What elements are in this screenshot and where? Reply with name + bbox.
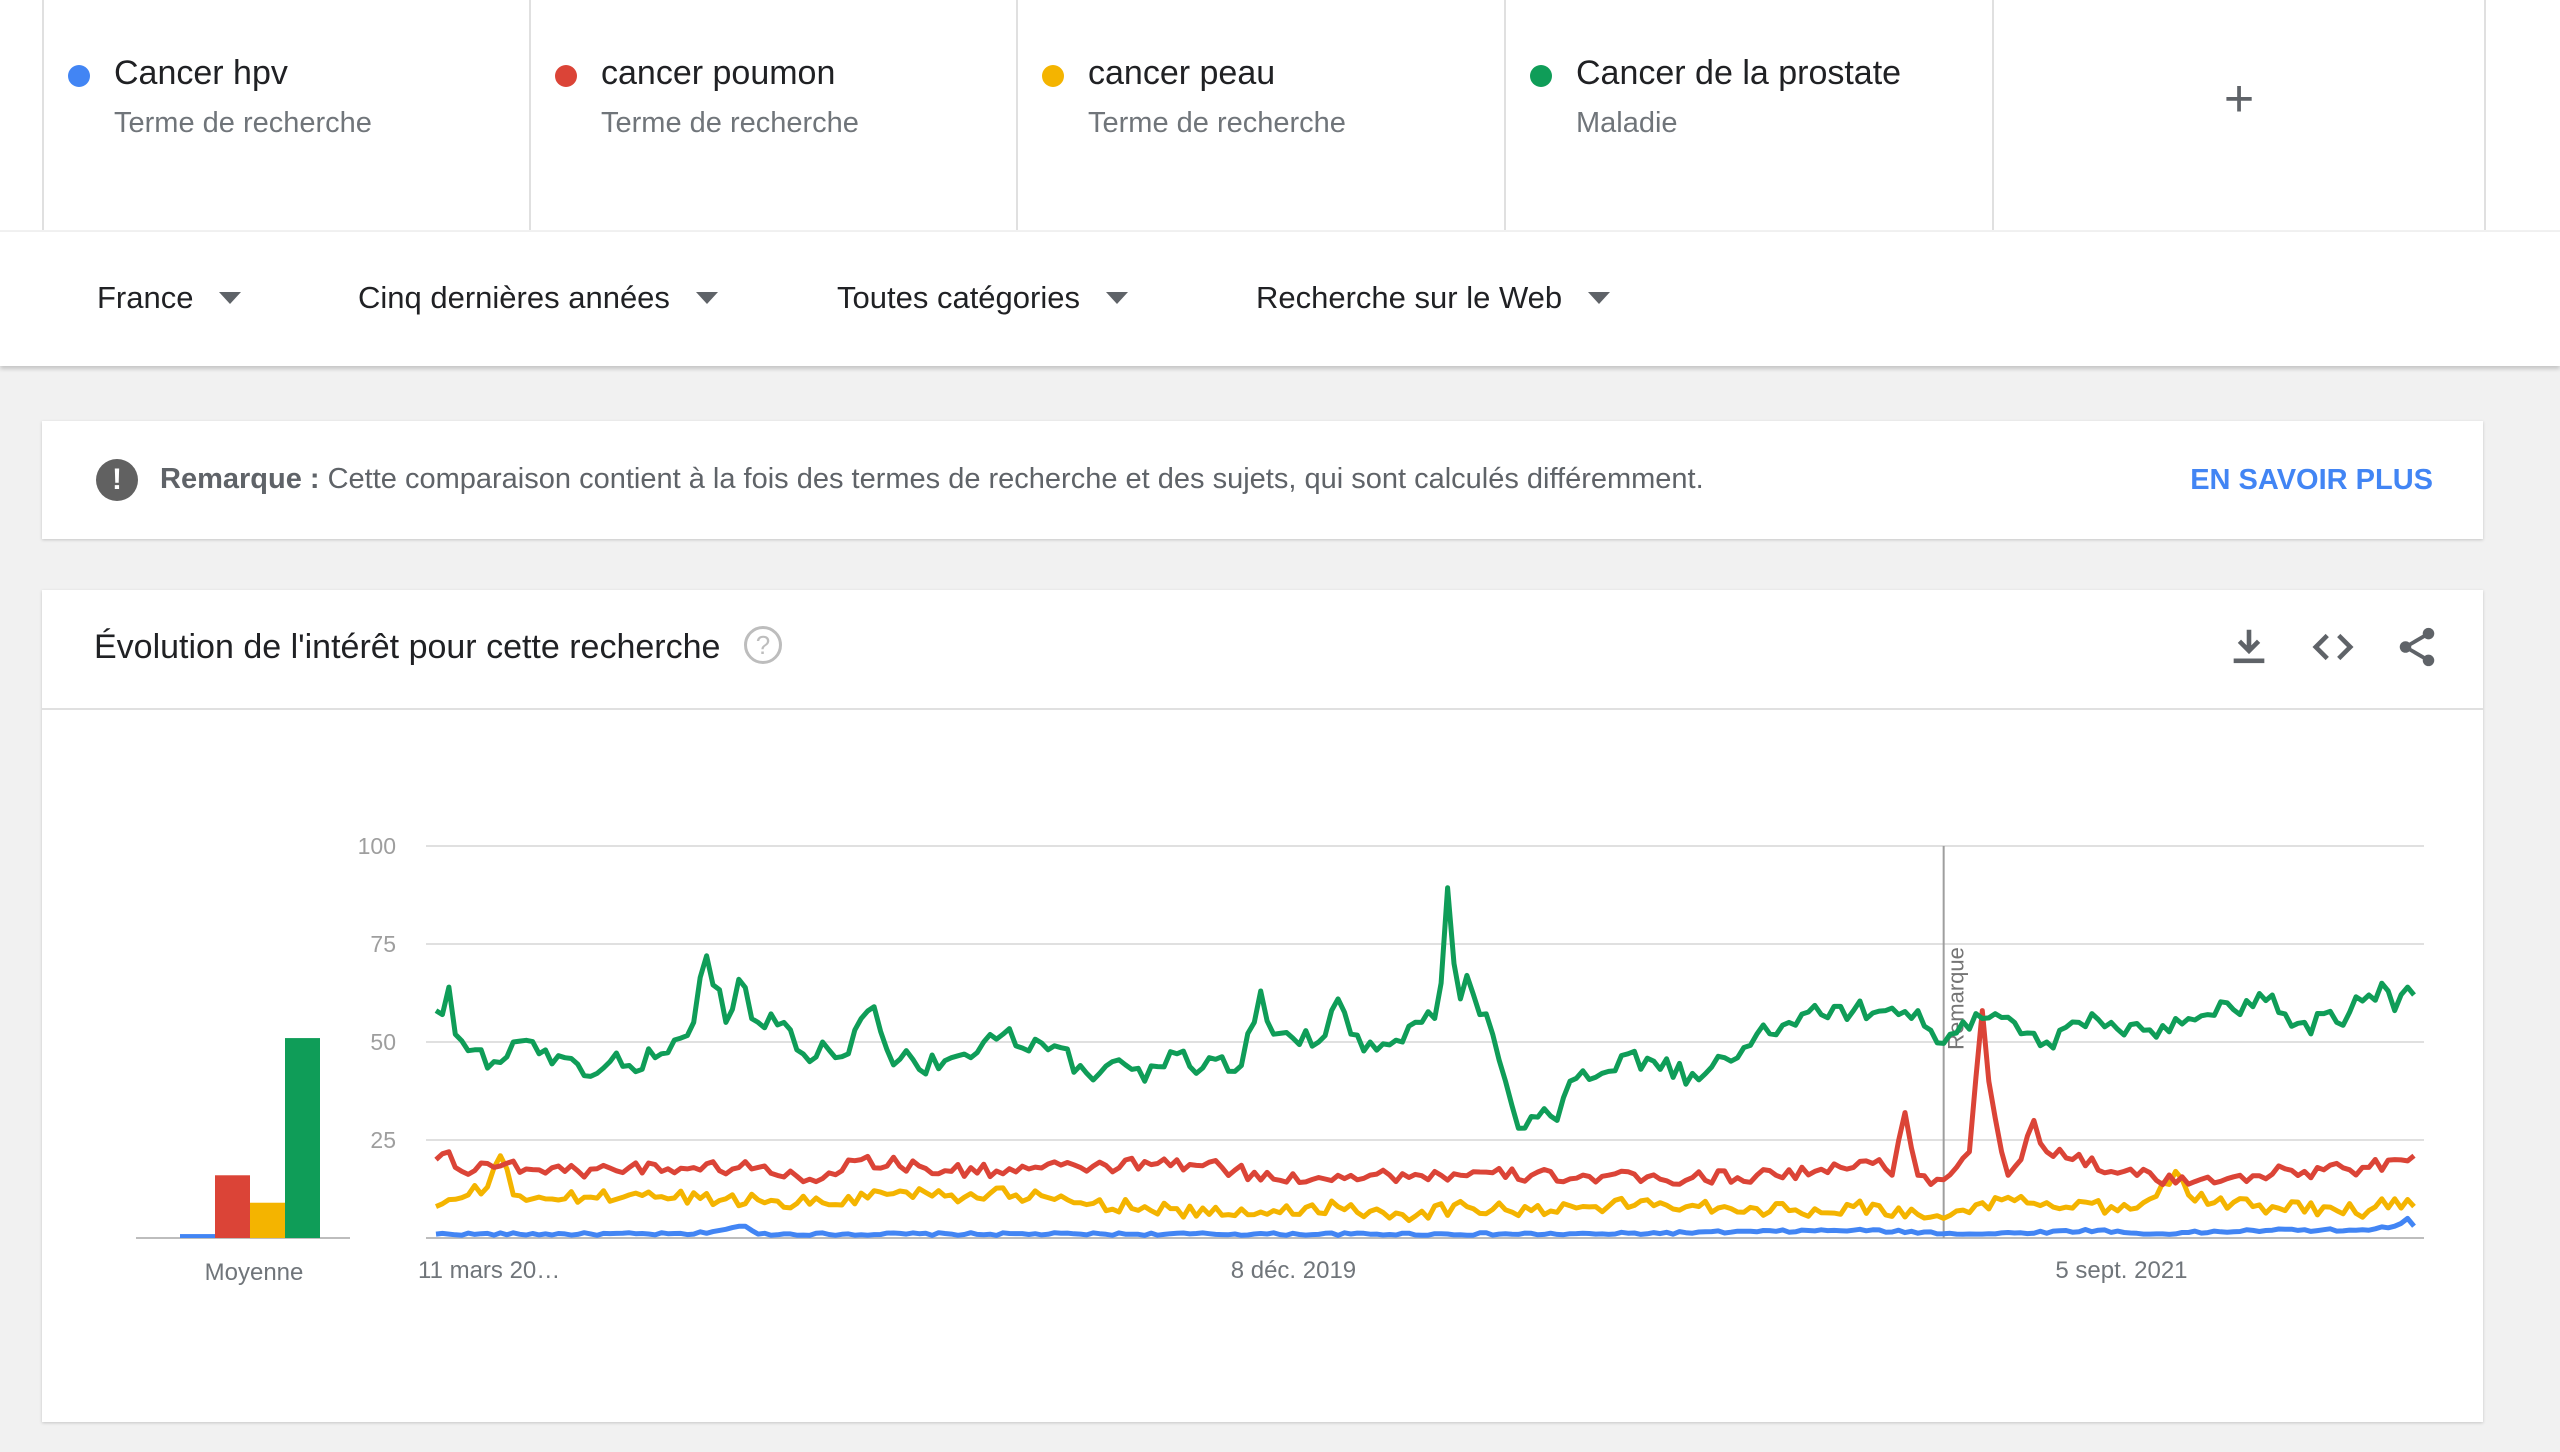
x-tick-label: 8 déc. 2019 (1231, 1257, 1356, 1284)
series-line-2 (434, 1008, 2416, 1188)
caret-down-icon (219, 292, 242, 304)
notice-message: Remarque : Cette comparaison contient à … (160, 463, 1704, 496)
x-tick-label: 5 sept. 2021 (2055, 1257, 2187, 1284)
y-tick-label: 100 (358, 833, 396, 859)
category-dropdown-label: Toutes catégories (837, 280, 1080, 315)
term-name[interactable]: Cancer de la prostate (1576, 54, 1902, 92)
learn-more-link[interactable]: EN SAVOIR PLUS (2190, 464, 2433, 496)
term-type: Terme de recherche (601, 107, 859, 139)
term-card-1[interactable]: Cancer hpv Terme de recherche (42, 0, 531, 230)
average-bar-2 (215, 1175, 250, 1238)
series-color-dot (555, 65, 577, 87)
series-color-dot (68, 65, 90, 87)
average-label: Moyenne (205, 1259, 304, 1286)
term-type: Terme de recherche (114, 107, 372, 139)
embed-icon[interactable] (2310, 624, 2356, 670)
caret-down-icon (1105, 292, 1128, 304)
series-color-dot (1530, 65, 1552, 87)
y-tick-label: 75 (370, 931, 396, 957)
compare-terms-bar: Cancer hpv Terme de recherche cancer pou… (0, 0, 2560, 230)
term-name[interactable]: cancer poumon (601, 54, 836, 92)
notice-label: Remarque : (160, 463, 320, 495)
term-type: Maladie (1576, 107, 1678, 139)
plus-icon: + (2223, 70, 2255, 128)
average-bar-3 (250, 1202, 285, 1238)
series-line-1 (435, 1215, 2416, 1238)
region-dropdown[interactable]: France (97, 280, 242, 316)
series-line-4 (434, 885, 2416, 1131)
card-title: Évolution de l'intérêt pour cette recher… (94, 628, 721, 666)
search-type-dropdown-label: Recherche sur le Web (1256, 280, 1563, 315)
term-type: Terme de recherche (1088, 107, 1346, 139)
period-dropdown[interactable]: Cinq dernières années (358, 280, 718, 316)
term-name[interactable]: Cancer hpv (114, 54, 288, 92)
caret-down-icon (1588, 292, 1611, 304)
share-icon[interactable] (2394, 624, 2440, 670)
term-card-4[interactable]: Cancer de la prostate Maladie (1504, 0, 1993, 230)
notice-text: Cette comparaison contient à la fois des… (327, 463, 1704, 495)
average-bar-4 (285, 1038, 320, 1238)
term-card-3[interactable]: cancer peau Terme de recherche (1016, 0, 1505, 230)
comparison-notice: ! Remarque : Cette comparaison contient … (42, 421, 2483, 539)
caret-down-icon (695, 292, 718, 304)
series-line-3 (434, 1153, 2416, 1223)
series-color-dot (1042, 65, 1064, 87)
interest-over-time-card: Évolution de l'intérêt pour cette recher… (42, 590, 2483, 1422)
y-tick-label: 50 (370, 1029, 396, 1055)
filter-bar: France Cinq dernières années Toutes caté… (0, 232, 2560, 366)
help-icon[interactable]: ? (744, 626, 782, 664)
term-name[interactable]: cancer peau (1088, 54, 1276, 92)
interest-chart[interactable]: 25 50 75 100 11 mars 20… 8 déc. 2019 5 sept. 2… (42, 590, 2483, 1422)
term-card-2[interactable]: cancer poumon Terme de recherche (529, 0, 1018, 230)
x-tick-label: 11 mars 20… (418, 1257, 560, 1284)
search-type-dropdown[interactable]: Recherche sur le Web (1256, 280, 1611, 316)
category-dropdown[interactable]: Toutes catégories (837, 280, 1128, 316)
add-term-button[interactable]: + (1992, 0, 2486, 230)
card-header: Évolution de l'intérêt pour cette recher… (42, 590, 2483, 710)
exclamation-icon: ! (96, 459, 138, 501)
region-dropdown-label: France (97, 280, 194, 315)
period-dropdown-label: Cinq dernières années (358, 280, 670, 315)
average-bar-1 (180, 1234, 215, 1238)
download-icon[interactable] (2226, 624, 2272, 670)
y-tick-label: 25 (370, 1127, 396, 1153)
